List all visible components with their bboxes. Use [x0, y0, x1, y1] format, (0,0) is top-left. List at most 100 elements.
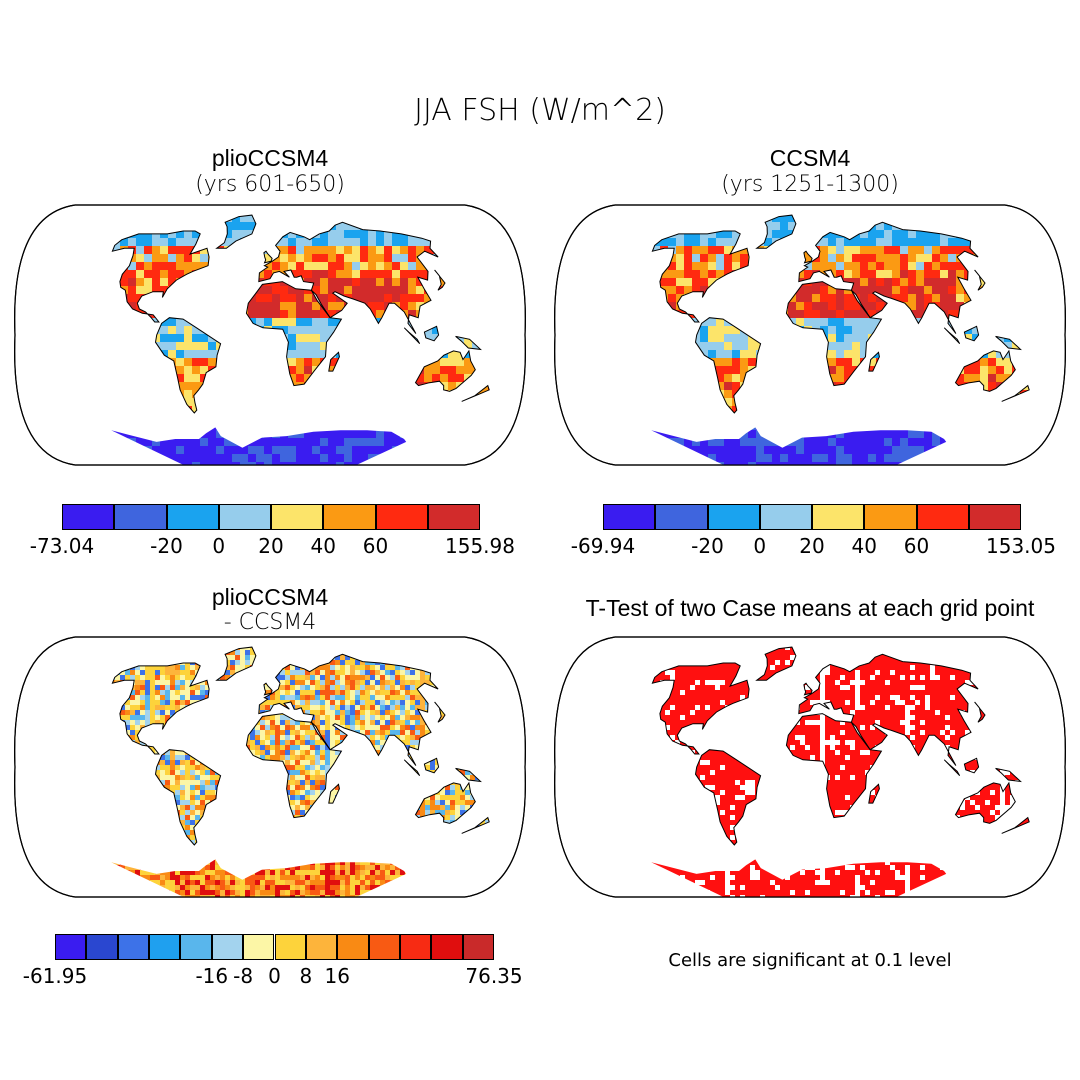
- colorbar-tick-label: -73.04: [29, 534, 95, 558]
- coastline-indonesia2: [423, 325, 440, 342]
- coastline-japan: [434, 269, 446, 291]
- coastline-newguinea: [995, 767, 1022, 783]
- colorbar-swatch: [62, 504, 115, 530]
- colorbar-swatch: [427, 504, 480, 530]
- map-frame: [554, 636, 1066, 898]
- colorbar-swatch: [968, 504, 1021, 530]
- panel1-title: plioCCSM4: [211, 145, 329, 171]
- panel3-subtitle: - CCSM4: [223, 610, 317, 635]
- colorbar-swatch: [271, 504, 324, 530]
- colorbar-swatch: [55, 934, 87, 960]
- colorbar-swatch: [399, 934, 432, 960]
- colorbar-tick-label: 60: [362, 534, 389, 558]
- colorbar-tick-label: 40: [851, 534, 877, 558]
- colorbar-swatch: [462, 934, 494, 960]
- colorbar-difference: [55, 934, 494, 960]
- coastline-northAmerica: [111, 230, 210, 323]
- colorbar-swatch: [916, 504, 969, 530]
- panel2-title: CCSM4: [769, 145, 851, 171]
- coastline-uk: [263, 250, 273, 264]
- coastline-madagascar: [328, 351, 340, 372]
- coastline-northAmerica: [651, 662, 750, 755]
- colorbar-tick-label: 0: [268, 964, 281, 988]
- map-panel-ccsm4: [554, 204, 1066, 466]
- coastline-eurasia: [258, 221, 439, 334]
- colorbar-tick-label: 0: [212, 534, 226, 558]
- coastline-southAmerica: [694, 317, 762, 414]
- coastline-indonesia2: [963, 757, 980, 774]
- coastline-indonesia2: [963, 325, 980, 342]
- coastline-newguinea: [995, 335, 1022, 351]
- coastline-southAmerica: [154, 749, 222, 846]
- coastline-uk: [803, 250, 813, 264]
- colorbar-tick-label: 0: [753, 534, 767, 558]
- colorbar-swatch: [603, 504, 656, 530]
- coastline-indonesia1: [403, 759, 421, 777]
- colorbar-swatch: [180, 934, 212, 960]
- coastline-africa: [245, 713, 343, 819]
- colorbar-tick-label: 20: [258, 534, 284, 558]
- colorbar-swatch: [812, 504, 865, 530]
- colorbar-plio: [62, 504, 480, 530]
- colorbar-swatch: [166, 504, 219, 530]
- coastline-australia: [414, 781, 476, 824]
- colorbar-tick-label: 8: [299, 964, 313, 988]
- coastline-madagascar: [868, 783, 880, 804]
- colorbar-tick-label: -16: [195, 964, 229, 988]
- colorbar-swatch: [655, 504, 708, 530]
- map-frame: [554, 204, 1066, 466]
- coastline-australia: [954, 349, 1016, 392]
- panel2-subtitle: (yrs 1251-1300): [721, 172, 899, 197]
- colorbar-tick-label: 153.05: [986, 534, 1056, 558]
- figure-title: JJA FSH (W/m^2): [414, 93, 666, 128]
- colorbar-swatch: [368, 934, 400, 960]
- coastline-southAmerica: [694, 749, 762, 846]
- coastline-indonesia1: [403, 327, 421, 345]
- coastline-madagascar: [868, 351, 880, 372]
- map-panel-ttest: [554, 636, 1066, 898]
- significance-note: Cells are significant at 0.1 level: [668, 950, 952, 971]
- panel1-subtitle: (yrs 601-650): [195, 172, 345, 197]
- coastline-northAmerica: [111, 662, 210, 755]
- colorbar-swatch: [431, 934, 463, 960]
- panel3-title: plioCCSM4: [211, 584, 329, 610]
- coastline-madagascar: [328, 783, 340, 804]
- coastline-indonesia1: [943, 327, 961, 345]
- coastline-nz: [1001, 384, 1030, 402]
- coastline-australia: [414, 349, 476, 392]
- colorbar-swatch: [759, 504, 812, 530]
- colorbar-tick-label: 155.98: [445, 534, 515, 558]
- coastline-eurasia: [798, 221, 979, 334]
- colorbar-swatch: [86, 934, 118, 960]
- colorbar-swatch: [323, 504, 376, 530]
- colorbar-swatch: [218, 504, 271, 530]
- coastline-eurasia: [258, 653, 439, 766]
- coastline-nz: [461, 384, 490, 402]
- panel4-title: T-Test of two Case means at each grid po…: [585, 595, 1035, 621]
- coastline-uk: [803, 682, 813, 696]
- colorbar-swatch: [305, 934, 338, 960]
- coastline-japan: [434, 701, 446, 723]
- coastline-africa: [785, 281, 883, 387]
- map-frame: [14, 204, 526, 466]
- colorbar-tick-label: 16: [324, 964, 350, 988]
- coastline-australia: [954, 781, 1016, 824]
- colorbar-tick-label: -8: [233, 964, 254, 988]
- colorbar-tick-label: 76.35: [465, 964, 523, 988]
- colorbar-swatch: [114, 504, 167, 530]
- map-panel-plio: [14, 204, 526, 466]
- coastline-africa: [245, 281, 343, 387]
- coastline-indonesia2: [423, 757, 440, 774]
- colorbar-tick-label: -69.94: [570, 534, 636, 558]
- map-panel-difference: [14, 636, 526, 898]
- coastline-africa: [785, 713, 883, 819]
- colorbar-tick-label: -20: [150, 534, 183, 558]
- coastline-eurasia: [798, 653, 979, 766]
- coastline-nz: [461, 816, 490, 834]
- colorbar-tick-label: -61.95: [22, 964, 88, 988]
- map-frame: [14, 636, 526, 898]
- colorbar-tick-label: 60: [903, 534, 930, 558]
- coastline-newguinea: [455, 335, 482, 351]
- colorbar-swatch: [274, 934, 306, 960]
- colorbar-tick-label: 40: [310, 534, 336, 558]
